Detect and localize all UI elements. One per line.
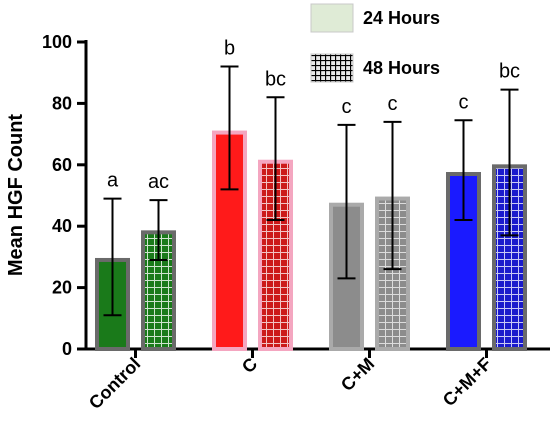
legend-swatch xyxy=(310,53,354,83)
y-tick-label: 80 xyxy=(52,93,72,113)
legend-swatch xyxy=(310,3,354,33)
y-tick-label: 0 xyxy=(62,339,72,359)
significance-label: ac xyxy=(148,171,169,193)
y-axis-title: Mean HGF Count xyxy=(5,114,27,277)
y-tick-label: 60 xyxy=(52,155,72,175)
y-tick-label: 100 xyxy=(42,32,72,52)
bars-group xyxy=(95,130,527,351)
y-tick-label: 40 xyxy=(52,216,72,236)
y-tick-label: 20 xyxy=(52,278,72,298)
x-tick-label: C xyxy=(238,354,261,377)
x-tick-label: C+M+F xyxy=(439,354,496,411)
x-tick-label: Control xyxy=(85,354,144,413)
significance-label: c xyxy=(388,93,398,115)
y-axis: 0 20 40 60 80 100 xyxy=(42,32,88,359)
significance-label: bc xyxy=(265,68,286,90)
significance-label: c xyxy=(342,96,352,118)
x-tick-label: C+M xyxy=(337,354,378,395)
significance-label: c xyxy=(459,91,469,113)
x-axis: Control C C+M C+M+F xyxy=(85,347,550,413)
error-bars-group xyxy=(103,65,519,317)
legend-label: 24 Hours xyxy=(363,8,440,28)
significance-label: a xyxy=(107,170,119,192)
legend-label: 48 Hours xyxy=(363,58,440,78)
legend: 24 Hours 48 Hours xyxy=(310,3,440,83)
significance-label: b xyxy=(224,38,235,60)
significance-label: bc xyxy=(499,61,520,83)
